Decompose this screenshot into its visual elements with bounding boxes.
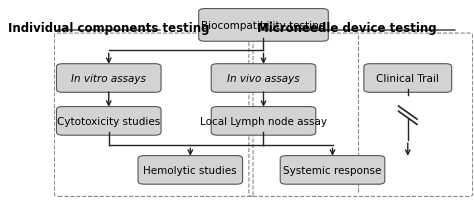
Text: In vitro assays: In vitro assays (71, 74, 146, 84)
FancyBboxPatch shape (364, 64, 452, 93)
FancyBboxPatch shape (138, 156, 243, 184)
Text: Individual components testing: Individual components testing (8, 22, 210, 35)
Text: Cytotoxicity studies: Cytotoxicity studies (57, 116, 160, 126)
Text: Microneedle device testing: Microneedle device testing (257, 22, 437, 35)
Text: In vivo assays: In vivo assays (227, 74, 300, 84)
FancyBboxPatch shape (56, 64, 161, 93)
Text: Biocompatibility testing: Biocompatibility testing (201, 21, 326, 31)
Text: Hemolytic studies: Hemolytic studies (144, 165, 237, 175)
Text: Clinical Trail: Clinical Trail (376, 74, 439, 84)
FancyBboxPatch shape (211, 107, 316, 136)
Text: Systemic response: Systemic response (283, 165, 382, 175)
FancyBboxPatch shape (280, 156, 385, 184)
FancyBboxPatch shape (56, 107, 161, 136)
FancyBboxPatch shape (211, 64, 316, 93)
Text: Local Lymph node assay: Local Lymph node assay (200, 116, 327, 126)
FancyBboxPatch shape (199, 9, 328, 42)
